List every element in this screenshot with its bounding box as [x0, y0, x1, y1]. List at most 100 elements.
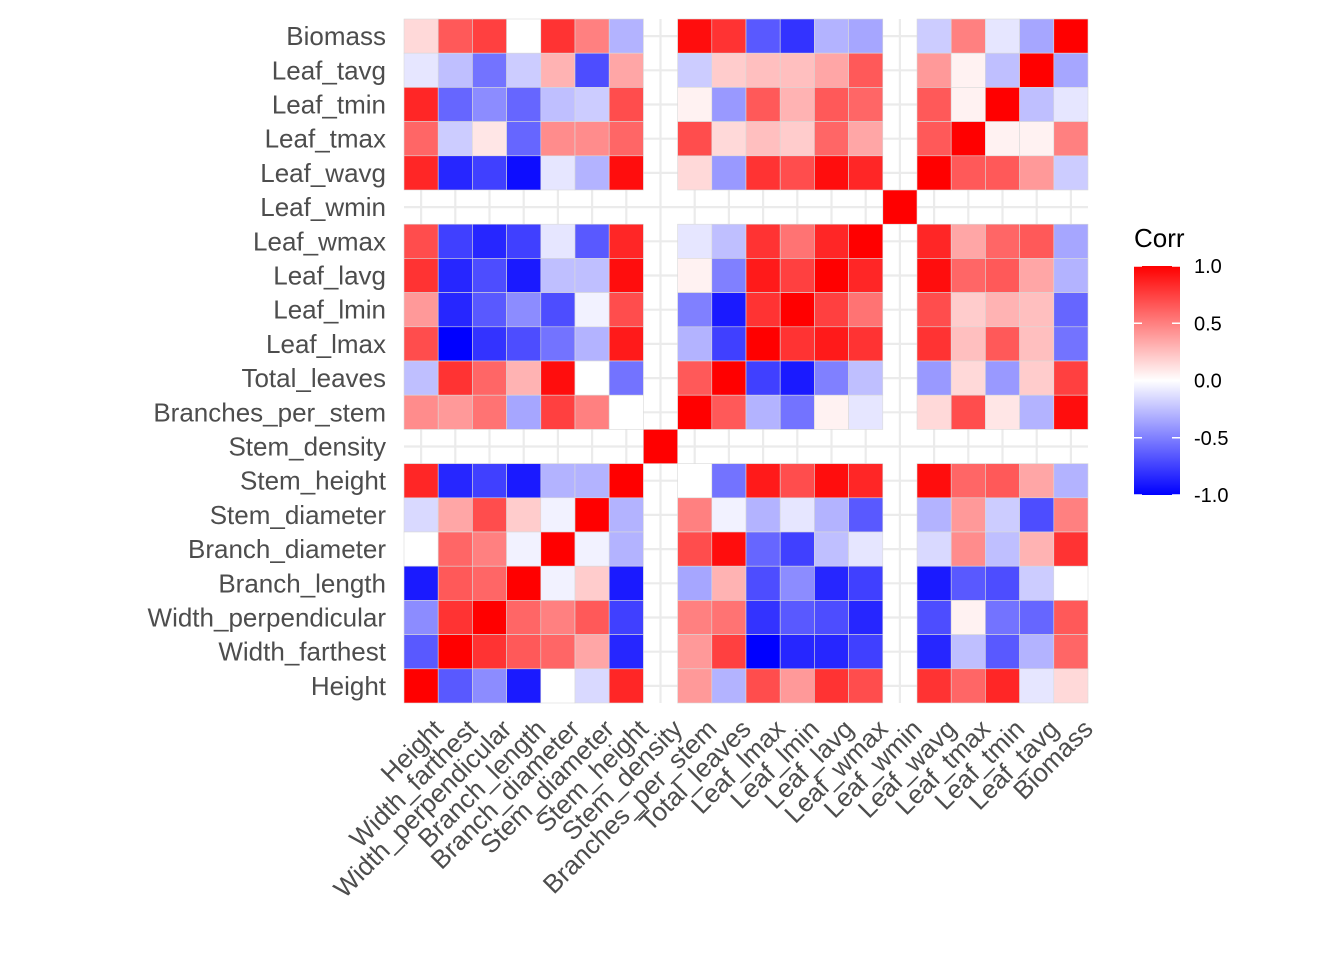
- heatmap-cell: [506, 463, 542, 499]
- heatmap-cell: [1019, 326, 1055, 362]
- heatmap-cell: [779, 258, 815, 293]
- heatmap-cell: [745, 258, 781, 293]
- heatmap-cell: [848, 497, 884, 533]
- y-tick-label: Leaf_wavg: [260, 158, 386, 188]
- heatmap-cell: [779, 600, 815, 635]
- heatmap-cell: [1053, 565, 1089, 601]
- heatmap-cell: [745, 394, 781, 430]
- heatmap-cell: [985, 360, 1020, 396]
- heatmap-cell: [711, 531, 747, 567]
- heatmap-cell: [437, 565, 473, 601]
- heatmap-cell: [574, 121, 610, 157]
- heatmap-cell: [437, 18, 473, 54]
- legend-ticks: 1.0 0.5 0.0 -0.5 -1.0: [1134, 256, 1228, 507]
- heatmap-cell: [540, 668, 576, 704]
- heatmap-cell: [403, 668, 439, 704]
- heatmap-cell: [711, 18, 747, 54]
- heatmap-cell: [1053, 87, 1089, 122]
- heatmap-cell: [403, 155, 439, 191]
- heatmap-cell: [437, 394, 473, 430]
- y-tick-label: Biomass: [286, 21, 386, 51]
- y-axis-labels: Biomass Leaf_tavg Leaf_tmin Leaf_tmax Leaf_w…: [148, 21, 387, 701]
- heatmap-cell: [1053, 394, 1089, 430]
- heatmap-cell: [779, 565, 815, 601]
- legend-tick-label: 0.0: [1194, 371, 1222, 393]
- heatmap-cell: [677, 258, 713, 293]
- heatmap-cell: [437, 634, 473, 670]
- heatmap-cell: [1053, 258, 1089, 293]
- heatmap-cell: [472, 497, 507, 533]
- heatmap-cell: [950, 18, 986, 54]
- heatmap-cell: [574, 634, 610, 670]
- heatmap-cell: [814, 87, 849, 122]
- heatmap-cell: [950, 497, 986, 533]
- heatmap-cell: [848, 18, 884, 54]
- heatmap-cell: [916, 497, 952, 533]
- heatmap-cell: [814, 634, 849, 670]
- heatmap-cell: [403, 531, 439, 567]
- heatmap-cell: [403, 394, 439, 430]
- heatmap-cell: [677, 634, 713, 670]
- heatmap-cell: [848, 87, 884, 122]
- heatmap-cell: [403, 634, 439, 670]
- heatmap-cell: [950, 292, 986, 328]
- heatmap-cell: [711, 497, 747, 533]
- y-tick-label: Branch_diameter: [188, 534, 386, 564]
- heatmap-cell: [574, 52, 610, 88]
- heatmap-cell: [1019, 155, 1055, 191]
- heatmap-cell: [711, 258, 747, 293]
- y-tick-label: Leaf_lmin: [273, 295, 386, 325]
- heatmap-cell: [916, 292, 952, 328]
- heatmap-cell: [608, 531, 644, 567]
- heatmap-cell: [745, 360, 781, 396]
- heatmap-cell: [745, 463, 781, 499]
- y-tick-label: Leaf_tmin: [272, 90, 386, 120]
- heatmap-cell: [1053, 634, 1089, 670]
- heatmap-cell: [506, 155, 542, 191]
- heatmap-cell: [677, 463, 713, 499]
- color-legend: Corr 1.0 0.5 0.0 -0.5 -1.0: [1134, 223, 1228, 507]
- heatmap-cell: [574, 497, 610, 533]
- y-tick-label: Stem_height: [240, 466, 387, 496]
- heatmap-cell: [677, 155, 713, 191]
- heatmap-cell: [950, 360, 986, 396]
- heatmap-cell: [574, 292, 610, 328]
- heatmap-cell: [745, 223, 781, 259]
- heatmap-cell: [472, 155, 507, 191]
- heatmap-cell: [574, 223, 610, 259]
- heatmap-cell: [779, 223, 815, 259]
- heatmap-cell: [848, 394, 884, 430]
- heatmap-cell: [711, 565, 747, 601]
- heatmap-cell: [814, 565, 849, 601]
- y-tick-label: Leaf_tavg: [272, 55, 386, 85]
- heatmap-cell: [506, 360, 542, 396]
- heatmap-tiles: [403, 18, 1089, 704]
- heatmap-cell: [437, 155, 473, 191]
- heatmap-cell: [916, 52, 952, 88]
- heatmap-cell: [574, 600, 610, 635]
- heatmap-cell: [437, 121, 473, 157]
- heatmap-cell: [506, 565, 542, 601]
- y-tick-label: Stem_density: [228, 432, 386, 462]
- heatmap-cell: [711, 223, 747, 259]
- heatmap-cell: [1019, 258, 1055, 293]
- heatmap-cell: [814, 292, 849, 328]
- heatmap-cell: [403, 223, 439, 259]
- heatmap-cell: [711, 600, 747, 635]
- heatmap-cell: [677, 360, 713, 396]
- heatmap-cell: [711, 668, 747, 704]
- heatmap-cell: [608, 52, 644, 88]
- heatmap-cell: [745, 497, 781, 533]
- heatmap-cell: [437, 326, 473, 362]
- heatmap-cell: [916, 18, 952, 54]
- heatmap-cell: [472, 360, 507, 396]
- heatmap-cell: [472, 326, 507, 362]
- heatmap-cell: [745, 155, 781, 191]
- heatmap-cell: [1019, 87, 1055, 122]
- heatmap-cell: [472, 634, 507, 670]
- heatmap-cell: [985, 292, 1020, 328]
- heatmap-cell: [779, 52, 815, 88]
- heatmap-cell: [1053, 223, 1089, 259]
- heatmap-cell: [403, 360, 439, 396]
- heatmap-cell: [540, 531, 576, 567]
